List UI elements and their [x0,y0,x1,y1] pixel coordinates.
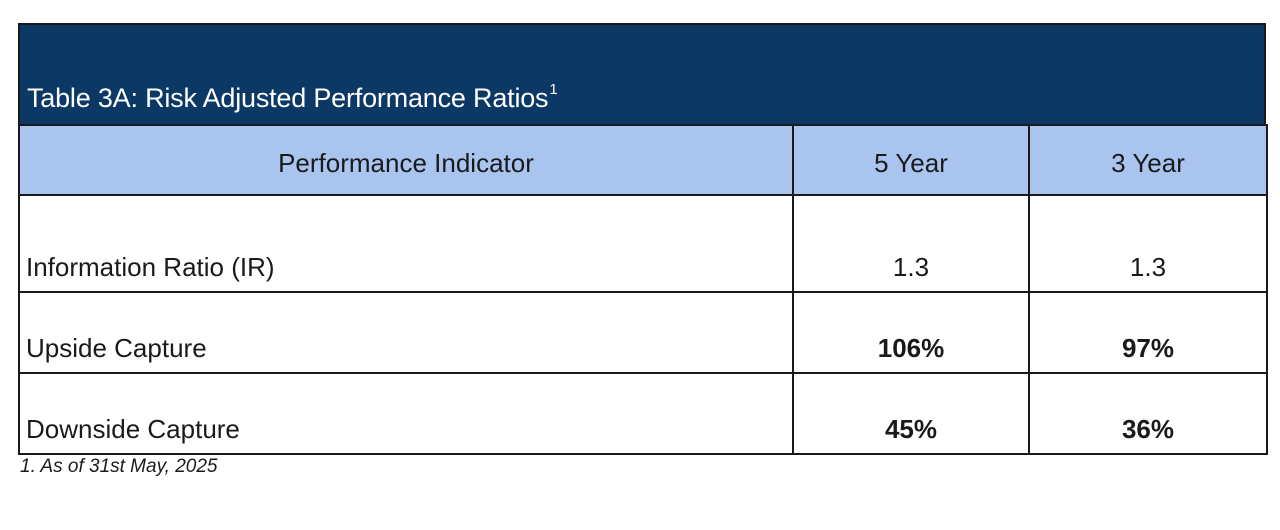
five-year-value: 106% [792,291,1030,374]
title-footnote-marker: 1 [549,81,558,98]
row-label: Information Ratio (IR) [18,194,794,293]
table-title-text: Table 3A: Risk Adjusted Performance Rati… [27,83,549,113]
header-row: Performance Indicator 5 Year 3 Year [18,124,1268,196]
table-footnote: 1. As of 31st May, 2025 [20,456,218,477]
five-year-value: 45% [792,372,1030,455]
three-year-value: 36% [1028,372,1268,455]
header-five-year: 5 Year [792,124,1030,196]
performance-ratios-table: Table 3A: Risk Adjusted Performance Rati… [18,23,1268,455]
five-year-value: 1.3 [792,194,1030,293]
header-three-year: 3 Year [1028,124,1268,196]
ratios-table: Performance Indicator 5 Year 3 Year Info… [18,124,1268,455]
row-label: Upside Capture [18,291,794,374]
table-row: Information Ratio (IR) 1.3 1.3 [18,194,1268,293]
header-performance-indicator: Performance Indicator [18,124,794,196]
table-title-bar: Table 3A: Risk Adjusted Performance Rati… [18,23,1266,124]
row-label: Downside Capture [18,372,794,455]
three-year-value: 97% [1028,291,1268,374]
table-row: Upside Capture 106% 97% [18,291,1268,374]
three-year-value: 1.3 [1028,194,1268,293]
table-title: Table 3A: Risk Adjusted Performance Rati… [27,81,558,114]
table-row: Downside Capture 45% 36% [18,372,1268,455]
